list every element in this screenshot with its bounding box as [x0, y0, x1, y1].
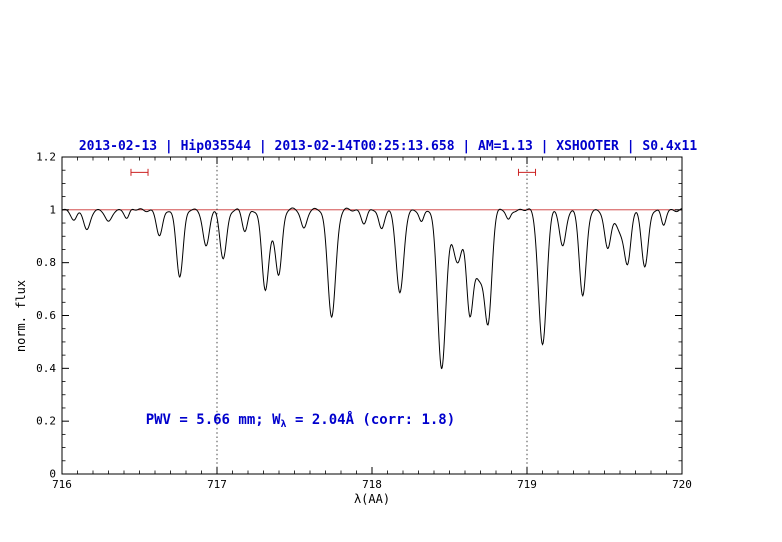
x-tick-label: 720 [672, 478, 692, 491]
spectrum-curve [61, 207, 683, 370]
y-tick-label: 0.8 [36, 256, 56, 269]
x-tick-label: 719 [517, 478, 537, 491]
pwv-annotation-prefix: PWV = 5.66 mm; W [146, 412, 281, 428]
y-axis-label: norm. flux [14, 280, 28, 352]
pwv-annotation-suffix: = 2.04Å (corr: 1.8) [287, 411, 456, 428]
y-tick-label: 0 [49, 468, 56, 481]
x-tick-label: 716 [52, 478, 72, 491]
plot-title: 2013-02-13 | Hip035544 | 2013-02-14T00:2… [79, 139, 697, 154]
pwv-annotation-subscript: λ [281, 419, 287, 430]
range-marker-1 [130, 168, 149, 176]
x-tick-label: 718 [362, 478, 382, 491]
spectrum-layer [61, 207, 683, 370]
y-tick-label: 1 [49, 203, 56, 216]
y-tick-label: 1.2 [36, 151, 56, 164]
pwv-annotation: PWV = 5.66 mm; Wλ = 2.04Å (corr: 1.8) [146, 411, 455, 430]
y-tick-label: 0.4 [36, 362, 56, 375]
y-tick-label: 0.2 [36, 415, 56, 428]
axes-layer: 716 717 718 719 720 0 0.2 0.4 0.6 0.8 1 1.2 [36, 151, 692, 492]
x-tick-label: 717 [207, 478, 227, 491]
range-marker-2 [517, 168, 537, 176]
x-axis-label: λ(AA) [354, 492, 390, 506]
y-tick-label: 0.6 [36, 309, 56, 322]
